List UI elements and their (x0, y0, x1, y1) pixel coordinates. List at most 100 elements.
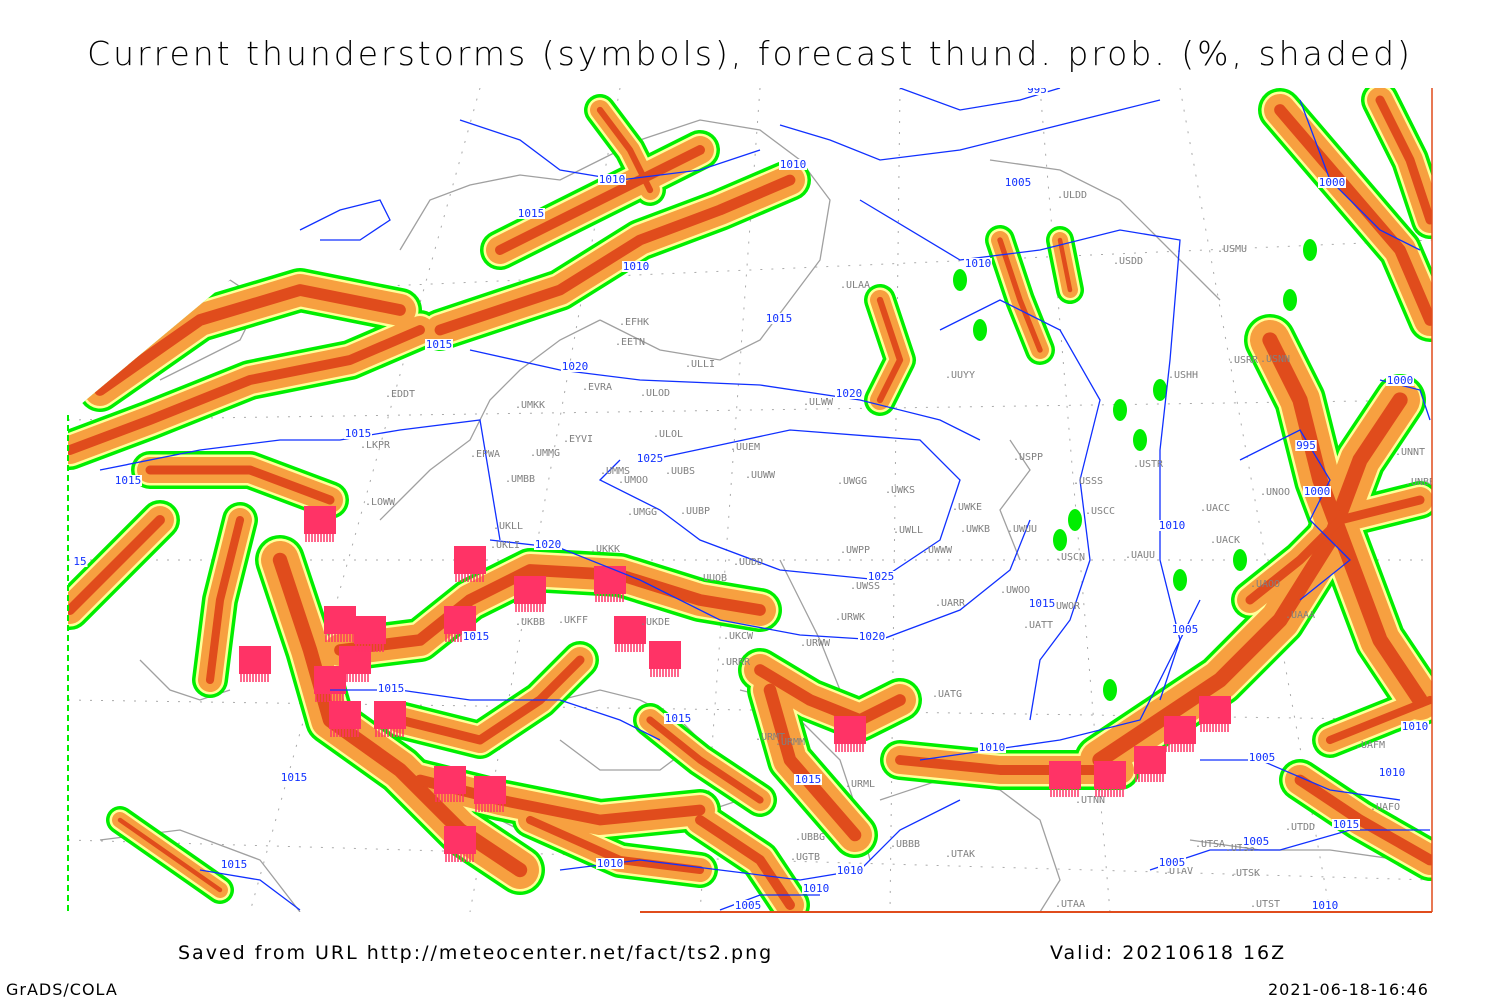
thunderstorm-symbol (444, 606, 476, 634)
thunderstorm-symbol (374, 701, 406, 729)
station-label: .UATT (1023, 620, 1053, 631)
station-label: .UWOR (1050, 601, 1081, 612)
probability-spot (1053, 529, 1067, 551)
probability-band (895, 755, 1125, 775)
isobar-label-bg (377, 683, 405, 694)
station-label: .UACC (1200, 503, 1230, 514)
station-label: .LOWW (365, 497, 396, 508)
thunderstorm-symbol-cluster (1199, 696, 1231, 732)
station-label: .UUEM (730, 442, 760, 453)
isobar-label: 1020 (859, 630, 886, 643)
isobar-label: 1010 (837, 864, 864, 877)
probability-band (68, 325, 425, 455)
source-url-text: Saved from URL http://meteocenter.net/fa… (178, 942, 774, 964)
isobar-label: 1015 (378, 682, 405, 695)
probability-spot (1103, 679, 1117, 701)
thunderstorm-symbol-cluster (444, 826, 476, 862)
thunderstorm-symbol-cluster (329, 701, 361, 737)
isobar-label-bg (636, 453, 664, 464)
thunderstorm-symbol (614, 616, 646, 644)
isobar-label-bg (1171, 624, 1199, 635)
isobar-label: 1020 (836, 387, 863, 400)
station-label: .USDD (1113, 256, 1143, 267)
isobar-label-bg (1401, 721, 1429, 732)
station-label: .UTST (1250, 899, 1280, 910)
isobar-label-bg (561, 361, 589, 372)
isobar-label: 1015 (766, 312, 793, 325)
station-label: .UWOO (1000, 585, 1030, 596)
probability-band (1325, 695, 1432, 745)
isobar-label-bg (1318, 177, 1346, 188)
thunderstorm-symbols (239, 506, 1231, 862)
isobar-label-bg (1028, 598, 1056, 609)
probability-spot (1068, 509, 1082, 531)
thunderstorm-symbol-cluster (434, 766, 466, 802)
thunderstorm-symbol (1049, 761, 1081, 789)
station-label: .UUOB (697, 573, 727, 584)
thunderstorm-symbol-cluster (614, 616, 646, 652)
isobar-label-bg (802, 883, 830, 894)
thunderstorm-symbol (1134, 746, 1166, 774)
station-label: .URWK (835, 612, 865, 623)
station-label: .USCN (1055, 552, 1085, 563)
isobar-label: 1010 (623, 260, 650, 273)
isobar-label: 1010 (780, 158, 807, 171)
isobar-label-bg (622, 261, 650, 272)
thunderstorm-symbol-cluster (324, 606, 356, 642)
coastline-path (999, 439, 1031, 561)
thunderstorm-symbol (454, 546, 486, 574)
probability-spot (1233, 549, 1247, 571)
map-title: Current thunderstorms (symbols), forecas… (87, 34, 1413, 73)
thunderstorm-symbol-cluster (354, 616, 386, 652)
isobar-label: 1020 (562, 360, 589, 373)
station-label: .USTR (1133, 459, 1164, 470)
isobar-label-bg (1248, 752, 1276, 763)
probability-spot (1133, 429, 1147, 451)
isobar-label-bg (835, 388, 863, 399)
isobar-label-bg (978, 742, 1006, 753)
isobar-label: 1015 (518, 207, 545, 220)
station-label: .UBBG (795, 832, 825, 843)
probability-spot (1173, 569, 1187, 591)
isobar-label: 1010 (1379, 766, 1406, 779)
station-label: .URRR (720, 657, 751, 668)
station-label: .UTSK (1230, 868, 1260, 879)
station-label: .UBBB (890, 839, 920, 850)
isobar-line (299, 199, 391, 241)
isobar-label: 1015 (665, 712, 692, 725)
station-label: .ULAA (840, 280, 870, 291)
thunderstorm-symbol (354, 616, 386, 644)
isobar-label: 1005 (1172, 623, 1199, 636)
thunderstorm-symbol-cluster (454, 546, 486, 582)
station-label: .UTNN (1075, 795, 1105, 806)
probability-band (395, 655, 585, 745)
isobar-label-bg (1026, 88, 1048, 95)
probability-spot (1283, 289, 1297, 311)
isobar-labels: 995 1010 1010 1005 1000 1015 1010 1010 1015 1015 1… (72, 88, 1429, 912)
thunderstorm-symbol-cluster (314, 666, 346, 702)
isobar-label-bg (779, 159, 807, 170)
station-label: .EDDT (385, 389, 415, 400)
isobar-label-bg (734, 900, 762, 911)
station-label: .USRR (1228, 355, 1259, 366)
probability-band (495, 145, 705, 255)
isobar-label: 1010 (979, 741, 1006, 754)
isobar-label: 1015 (345, 427, 372, 440)
probability-band (145, 465, 335, 505)
probability-band (334, 564, 766, 656)
station-label: .UKDE (640, 617, 670, 628)
isobar-line (1239, 429, 1351, 601)
station-label: .UUYY (945, 370, 975, 381)
isobar-label: 1015 (115, 474, 142, 487)
isobar-label: 1010 (597, 857, 624, 870)
thunderstorm-symbol (1199, 696, 1231, 724)
station-label: .UMKK (515, 400, 545, 411)
thunderstorm-symbol (329, 701, 361, 729)
isobar-label-bg (1295, 440, 1317, 451)
station-label: .USCC (1085, 506, 1115, 517)
station-label: .UTAV (1163, 866, 1193, 877)
station-label: .UTSA (1195, 839, 1225, 850)
meridian-line (889, 88, 901, 912)
station-label: .UWWW (922, 545, 953, 556)
isobar-label-bg (867, 571, 895, 582)
